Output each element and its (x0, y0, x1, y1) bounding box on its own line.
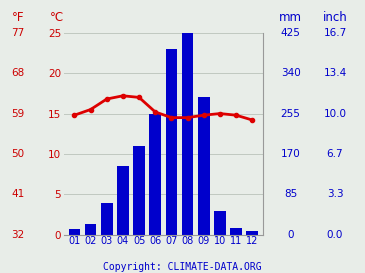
Bar (182, 33, 193, 235)
Bar (133, 146, 145, 235)
Text: 77: 77 (11, 28, 25, 38)
Text: 0.0: 0.0 (327, 230, 343, 240)
Text: °C: °C (50, 11, 64, 24)
Bar (166, 49, 177, 235)
Text: 50: 50 (11, 149, 24, 159)
Bar (198, 97, 210, 235)
Bar (230, 228, 242, 235)
Text: 68: 68 (11, 68, 25, 78)
Text: 59: 59 (11, 109, 25, 118)
Text: 85: 85 (284, 189, 297, 199)
Text: °F: °F (12, 11, 24, 24)
Bar (246, 232, 258, 235)
Text: 340: 340 (281, 68, 300, 78)
Bar (214, 212, 226, 235)
Bar (69, 229, 80, 235)
Text: mm: mm (279, 11, 302, 24)
Text: 41: 41 (11, 189, 25, 199)
Bar (85, 224, 96, 235)
Text: 6.7: 6.7 (327, 149, 343, 159)
Text: inch: inch (323, 11, 347, 24)
Text: 13.4: 13.4 (323, 68, 347, 78)
Text: 170: 170 (281, 149, 300, 159)
Text: 425: 425 (281, 28, 300, 38)
Text: 16.7: 16.7 (323, 28, 347, 38)
Text: 32: 32 (11, 230, 25, 240)
Text: 255: 255 (281, 109, 300, 118)
Text: Copyright: CLIMATE-DATA.ORG: Copyright: CLIMATE-DATA.ORG (103, 262, 262, 272)
Text: 0: 0 (287, 230, 294, 240)
Bar (101, 203, 112, 235)
Text: 3.3: 3.3 (327, 189, 343, 199)
Bar (117, 166, 129, 235)
Bar (149, 114, 161, 235)
Text: 10.0: 10.0 (323, 109, 346, 118)
